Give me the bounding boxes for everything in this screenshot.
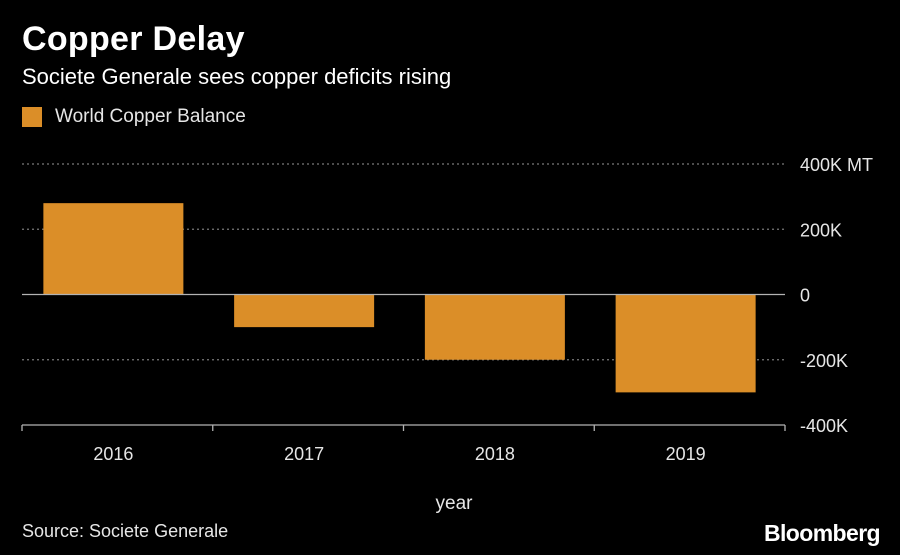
y-tick-label: 400K MT (800, 155, 873, 175)
source-note: Source: Societe Generale (22, 521, 229, 541)
y-tick-label: 0 (800, 286, 810, 306)
bar (43, 203, 184, 295)
legend-label: World Copper Balance (55, 106, 246, 127)
legend-swatch (22, 107, 42, 127)
bar (234, 294, 375, 328)
y-tick-label: 200K (800, 220, 842, 240)
y-tick-label: -400K (800, 416, 848, 436)
x-tick-label: 2017 (284, 444, 324, 464)
legend: World Copper Balance (22, 106, 246, 128)
x-tick-label: 2016 (93, 444, 133, 464)
y-tick-label: -200K (800, 351, 848, 371)
x-axis-title: year (436, 493, 474, 514)
bloomberg-logo: Bloomberg (764, 520, 881, 546)
bar (424, 294, 565, 360)
bar (615, 294, 756, 393)
chart-title: Copper Delay (22, 20, 245, 58)
x-tick-label: 2019 (666, 444, 706, 464)
chart-subtitle: Societe Generale sees copper deficits ri… (22, 64, 452, 89)
x-tick-label: 2018 (475, 444, 515, 464)
